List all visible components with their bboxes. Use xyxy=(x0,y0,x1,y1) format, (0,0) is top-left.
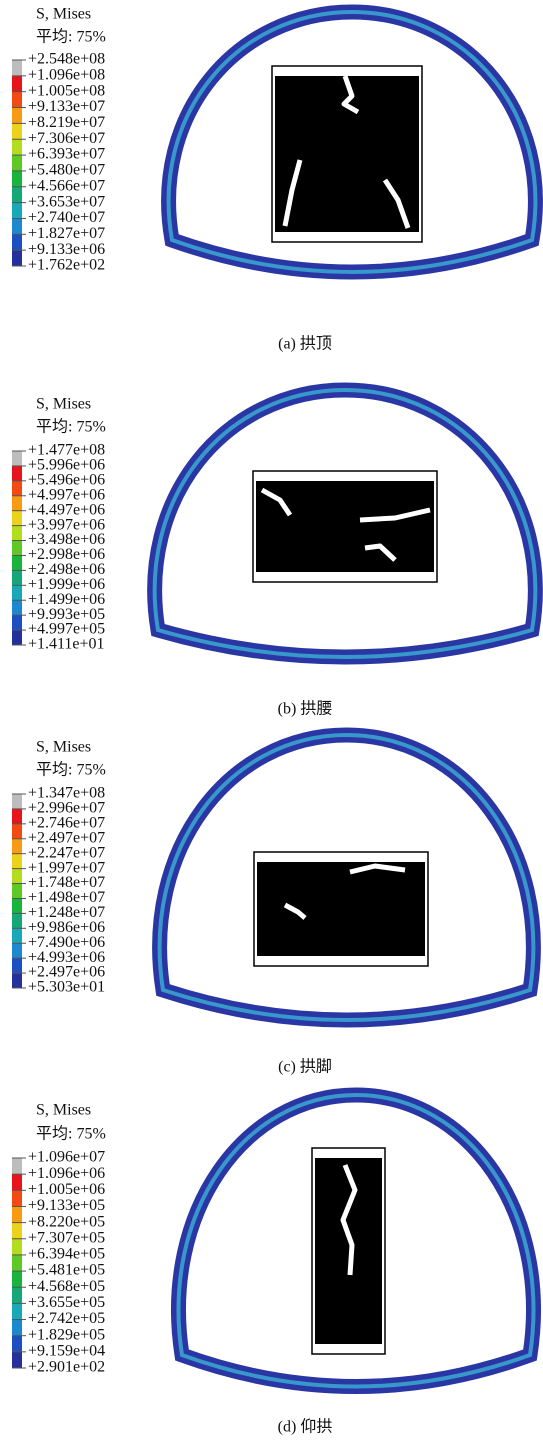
legend-swatch xyxy=(12,171,22,187)
legend-label: +8.219e+07 xyxy=(28,114,105,131)
legend-swatch xyxy=(12,108,22,124)
legend-swatch xyxy=(12,451,22,466)
legend-label: +1.005e+08 xyxy=(28,82,105,99)
legend-swatch xyxy=(12,1320,22,1336)
legend-swatch xyxy=(12,541,22,556)
legend-swatch xyxy=(12,1239,22,1255)
legend-swatch xyxy=(12,1223,22,1239)
caption: (c) 拱脚 xyxy=(278,1058,332,1076)
legend-label: +2.742e+05 xyxy=(28,1310,105,1327)
legend-swatch xyxy=(12,854,22,869)
legend-swatch xyxy=(12,913,22,928)
legend-swatch xyxy=(12,824,22,839)
legend-swatch xyxy=(12,1336,22,1352)
legend-label: +1.096e+06 xyxy=(28,1165,105,1182)
legend-swatch xyxy=(12,1174,22,1190)
caption: (d) 仰拱 xyxy=(278,1418,333,1436)
legend-swatch xyxy=(12,123,22,139)
caption: (b) 拱腰 xyxy=(278,700,333,718)
legend-swatch xyxy=(12,794,22,809)
legend-swatch xyxy=(12,600,22,615)
legend-label: +1.829e+05 xyxy=(28,1326,105,1343)
legend-subtitle: 平均: 75% xyxy=(36,28,106,46)
legend-swatch xyxy=(12,898,22,913)
legend-swatch xyxy=(12,481,22,496)
legend-swatch xyxy=(12,1352,22,1368)
legend-label: +5.480e+07 xyxy=(28,162,105,179)
legend-label: +1.762e+02 xyxy=(28,257,105,274)
legend-swatch xyxy=(12,234,22,250)
legend-label: +1.411e+01 xyxy=(28,636,105,653)
legend-label: +5.303e+01 xyxy=(28,979,105,996)
legend-swatch xyxy=(12,526,22,541)
legend-title: S, Mises xyxy=(36,6,91,23)
legend-swatch xyxy=(12,1206,22,1222)
legend-title: S, Mises xyxy=(36,1102,91,1119)
legend-swatch xyxy=(12,466,22,481)
legend-swatch xyxy=(12,973,22,988)
legend-swatch xyxy=(12,1190,22,1206)
figure: S, Mises平均: 75%+2.548e+08+1.096e+08+1.00… xyxy=(0,0,543,1442)
legend-swatch xyxy=(12,615,22,630)
legend-swatch xyxy=(12,250,22,266)
caption: (a) 拱顶 xyxy=(278,335,332,353)
legend-title: S, Mises xyxy=(36,739,91,756)
legend-swatch xyxy=(12,884,22,899)
legend-swatch xyxy=(12,570,22,585)
legend-swatch xyxy=(12,839,22,854)
legend-label: +8.220e+05 xyxy=(28,1213,105,1230)
legend-swatch xyxy=(12,187,22,203)
legend-label: +9.159e+04 xyxy=(28,1343,105,1360)
legend-swatch xyxy=(12,630,22,645)
legend-label: +2.548e+08 xyxy=(28,51,105,68)
legend-title: S, Mises xyxy=(36,396,91,413)
legend-label: +9.133e+06 xyxy=(28,241,105,258)
legend-label: +7.307e+05 xyxy=(28,1229,105,1246)
legend-swatch xyxy=(12,555,22,570)
legend-swatch xyxy=(12,92,22,108)
inset-image xyxy=(257,862,425,956)
legend-label: +4.568e+05 xyxy=(28,1278,105,1295)
legend-swatch xyxy=(12,218,22,234)
legend-swatch xyxy=(12,1158,22,1174)
legend-subtitle: 平均: 75% xyxy=(36,761,106,779)
legend-subtitle: 平均: 75% xyxy=(36,418,106,436)
legend-swatch xyxy=(12,76,22,92)
legend-label: +7.306e+07 xyxy=(28,130,105,147)
inset-image xyxy=(315,1158,382,1344)
legend-label: +6.394e+05 xyxy=(28,1246,105,1263)
legend-swatch xyxy=(12,496,22,511)
legend-swatch xyxy=(12,1287,22,1303)
legend-swatch xyxy=(12,139,22,155)
legend-label: +3.655e+05 xyxy=(28,1294,105,1311)
legend-swatch xyxy=(12,809,22,824)
legend-swatch xyxy=(12,60,22,76)
legend-label: +2.901e+02 xyxy=(28,1359,105,1376)
legend-label: +2.740e+07 xyxy=(28,209,105,226)
legend-label: +4.566e+07 xyxy=(28,177,105,194)
legend-label: +5.481e+05 xyxy=(28,1262,105,1279)
legend-swatch xyxy=(12,1255,22,1271)
legend-label: +9.133e+07 xyxy=(28,98,105,115)
legend-label: +1.096e+07 xyxy=(28,1149,105,1166)
legend-swatch xyxy=(12,943,22,958)
legend-swatch xyxy=(12,958,22,973)
legend-swatch xyxy=(12,203,22,219)
legend-label: +6.393e+07 xyxy=(28,146,105,163)
legend-label: +3.653e+07 xyxy=(28,193,105,210)
legend-swatch xyxy=(12,1303,22,1319)
legend-swatch xyxy=(12,585,22,600)
legend-swatch xyxy=(12,511,22,526)
legend-subtitle: 平均: 75% xyxy=(36,1125,106,1143)
legend-label: +1.827e+07 xyxy=(28,225,105,242)
legend-swatch xyxy=(12,928,22,943)
legend-swatch xyxy=(12,869,22,884)
legend-label: +1.005e+06 xyxy=(28,1181,105,1198)
legend-label: +1.096e+08 xyxy=(28,67,105,84)
legend-label: +9.133e+05 xyxy=(28,1197,105,1214)
legend-swatch xyxy=(12,155,22,171)
legend-swatch xyxy=(12,1271,22,1287)
inset-image xyxy=(256,481,434,572)
